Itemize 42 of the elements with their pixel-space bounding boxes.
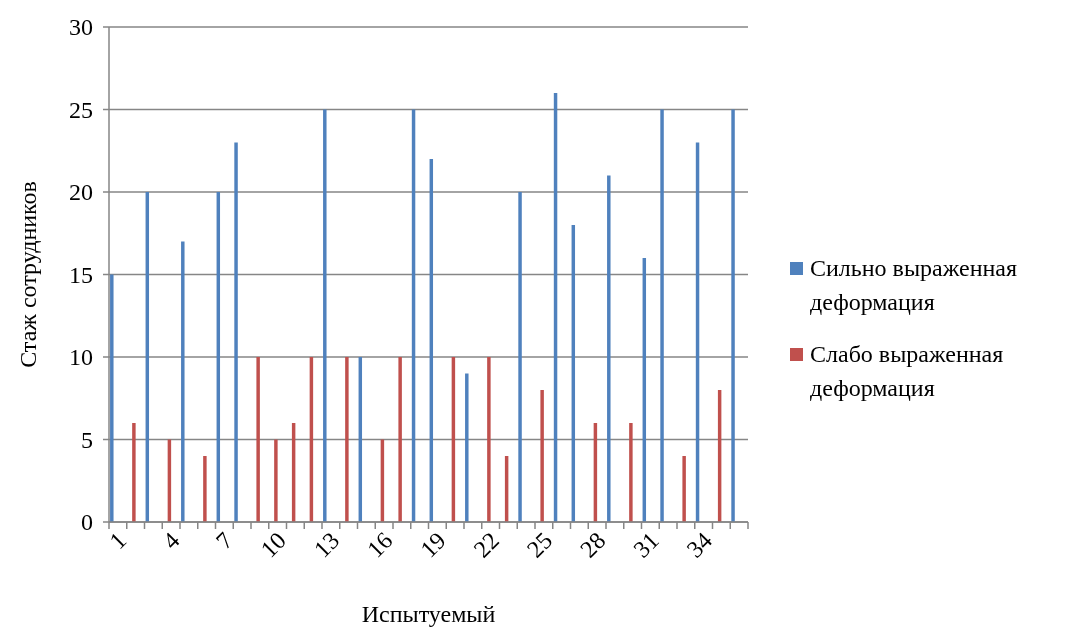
bar bbox=[274, 439, 278, 522]
x-tick-label: 4 bbox=[157, 527, 185, 554]
x-tick-label: 31 bbox=[628, 527, 664, 563]
y-tick-label: 25 bbox=[69, 96, 93, 123]
bar bbox=[181, 241, 185, 522]
x-tick-label: 34 bbox=[681, 527, 718, 563]
x-tick-label: 22 bbox=[468, 527, 505, 563]
x-tick-label: 25 bbox=[521, 527, 558, 563]
bar bbox=[110, 274, 114, 522]
bar bbox=[465, 373, 469, 522]
bar bbox=[203, 456, 207, 522]
bar bbox=[132, 423, 136, 522]
legend-label: Сильно выраженная деформация bbox=[810, 255, 1018, 315]
y-tick-label: 30 bbox=[69, 14, 93, 41]
x-tick-label: 16 bbox=[362, 527, 398, 563]
bar bbox=[629, 423, 633, 522]
bar bbox=[487, 357, 491, 522]
y-tick-label: 0 bbox=[81, 509, 93, 536]
bar bbox=[398, 357, 402, 522]
x-tick-label: 10 bbox=[255, 527, 292, 563]
bar bbox=[345, 357, 349, 522]
x-tick-label: 1 bbox=[104, 527, 132, 554]
bar bbox=[731, 109, 735, 522]
y-tick-label: 10 bbox=[69, 344, 93, 371]
bar bbox=[540, 390, 544, 522]
x-tick-label: 13 bbox=[308, 527, 345, 563]
y-tick-label: 20 bbox=[69, 179, 93, 206]
y-axis-title: Стаж сотрудников bbox=[15, 181, 41, 368]
x-tick-label: 19 bbox=[415, 527, 451, 563]
bar bbox=[323, 109, 327, 522]
x-axis-title: Испытуемый bbox=[361, 601, 496, 627]
y-tick-label: 15 bbox=[69, 261, 93, 288]
bar bbox=[518, 192, 522, 522]
y-tick-label: 5 bbox=[81, 426, 93, 453]
bar bbox=[660, 109, 664, 522]
bar bbox=[234, 142, 238, 522]
x-tick-label: 28 bbox=[575, 527, 611, 563]
bar bbox=[607, 175, 611, 522]
legend-label: Слабо выраженная деформация bbox=[810, 341, 1004, 401]
bar bbox=[682, 456, 686, 522]
bar bbox=[256, 357, 260, 522]
x-tick-label: 7 bbox=[210, 527, 238, 554]
